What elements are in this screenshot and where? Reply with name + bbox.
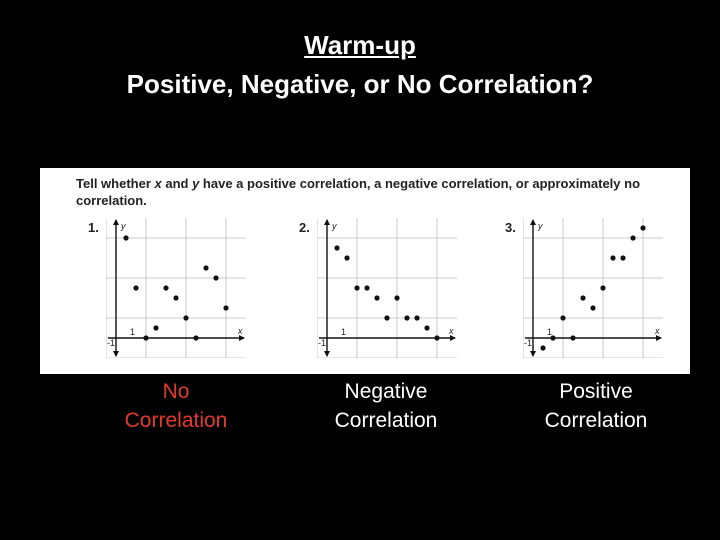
- y-axis-label: y: [537, 221, 543, 231]
- instruction-part: x: [154, 176, 162, 191]
- problem-number-2: 2.: [299, 220, 310, 235]
- y-axis-arrow-up: [113, 219, 119, 225]
- scatter-point: [213, 275, 219, 281]
- scatter-point: [580, 295, 586, 301]
- y-axis-arrow-up: [530, 219, 536, 225]
- scatter-point: [424, 325, 430, 331]
- scatter-point: [630, 235, 636, 241]
- scatter-plot-3: y x 1 -1: [523, 218, 663, 358]
- grid: [106, 218, 246, 358]
- scatter-point: [364, 285, 370, 291]
- grid: [523, 218, 663, 358]
- scatter-point: [133, 285, 139, 291]
- scatter-point: [384, 315, 390, 321]
- x-tick-label: 1: [341, 327, 346, 337]
- problem-number-3: 3.: [505, 220, 516, 235]
- problem-number-1: 1.: [88, 220, 99, 235]
- worksheet-panel: Tell whether x and y have a positive cor…: [40, 168, 690, 374]
- scatter-point: [354, 285, 360, 291]
- scatter-point: [173, 295, 179, 301]
- instruction-part: and: [161, 176, 193, 191]
- scatter-plot-2: y x 1 -1: [317, 218, 457, 358]
- scatter-point: [590, 305, 596, 311]
- y-tick-label: -1: [107, 338, 115, 348]
- y-tick-label: -1: [524, 338, 532, 348]
- scatter-point: [610, 255, 616, 261]
- scatter-point: [223, 305, 229, 311]
- slide-subtitle: Positive, Negative, or No Correlation?: [126, 69, 594, 99]
- y-axis-arrow-up: [324, 219, 330, 225]
- x-tick-label: 1: [130, 327, 135, 337]
- scatter-point: [143, 335, 149, 341]
- instruction-text: Tell whether x and y have a positive cor…: [76, 175, 676, 209]
- scatter-point: [203, 265, 209, 271]
- x-axis-label: x: [654, 326, 660, 336]
- scatter-point: [344, 255, 350, 261]
- scatter-point: [193, 335, 199, 341]
- y-axis-label: y: [120, 221, 126, 231]
- scatter-point: [620, 255, 626, 261]
- y-axis-arrow-down: [324, 351, 330, 357]
- scatter-point: [183, 315, 189, 321]
- scatter-point: [540, 345, 546, 351]
- answer-label-3: Positive Correlation: [544, 380, 648, 432]
- scatter-point: [414, 315, 420, 321]
- instruction-part: Tell whether: [76, 176, 155, 191]
- instruction-part: have a positive correlation, a negative …: [76, 176, 641, 208]
- scatter-point: [123, 235, 129, 241]
- scatter-point: [550, 335, 556, 341]
- scatter-point: [404, 315, 410, 321]
- scatter-point: [374, 295, 380, 301]
- scatter-point: [334, 245, 340, 251]
- x-tick-label: 1: [547, 327, 552, 337]
- scatter-point: [394, 295, 400, 301]
- scatter-point: [560, 315, 566, 321]
- scatter-plot-1: y x 1 -1: [106, 218, 246, 358]
- scatter-point: [600, 285, 606, 291]
- scatter-point: [153, 325, 159, 331]
- y-axis-arrow-down: [113, 351, 119, 357]
- y-axis-arrow-down: [530, 351, 536, 357]
- y-axis-label: y: [331, 221, 337, 231]
- scatter-point: [434, 335, 440, 341]
- y-tick-label: -1: [318, 338, 326, 348]
- scatter-point: [640, 225, 646, 231]
- scatter-point: [163, 285, 169, 291]
- slide-title: Warm-up: [304, 30, 416, 60]
- instruction-part: y: [192, 176, 200, 191]
- x-axis-arrow: [656, 335, 662, 341]
- answer-label-2: Negative Correlation: [334, 380, 438, 432]
- x-axis-label: x: [237, 326, 243, 336]
- x-axis-arrow: [450, 335, 456, 341]
- answer-label-1: No Correlation: [124, 380, 228, 432]
- x-axis-label: x: [448, 326, 454, 336]
- scatter-point: [570, 335, 576, 341]
- x-axis-arrow: [239, 335, 245, 341]
